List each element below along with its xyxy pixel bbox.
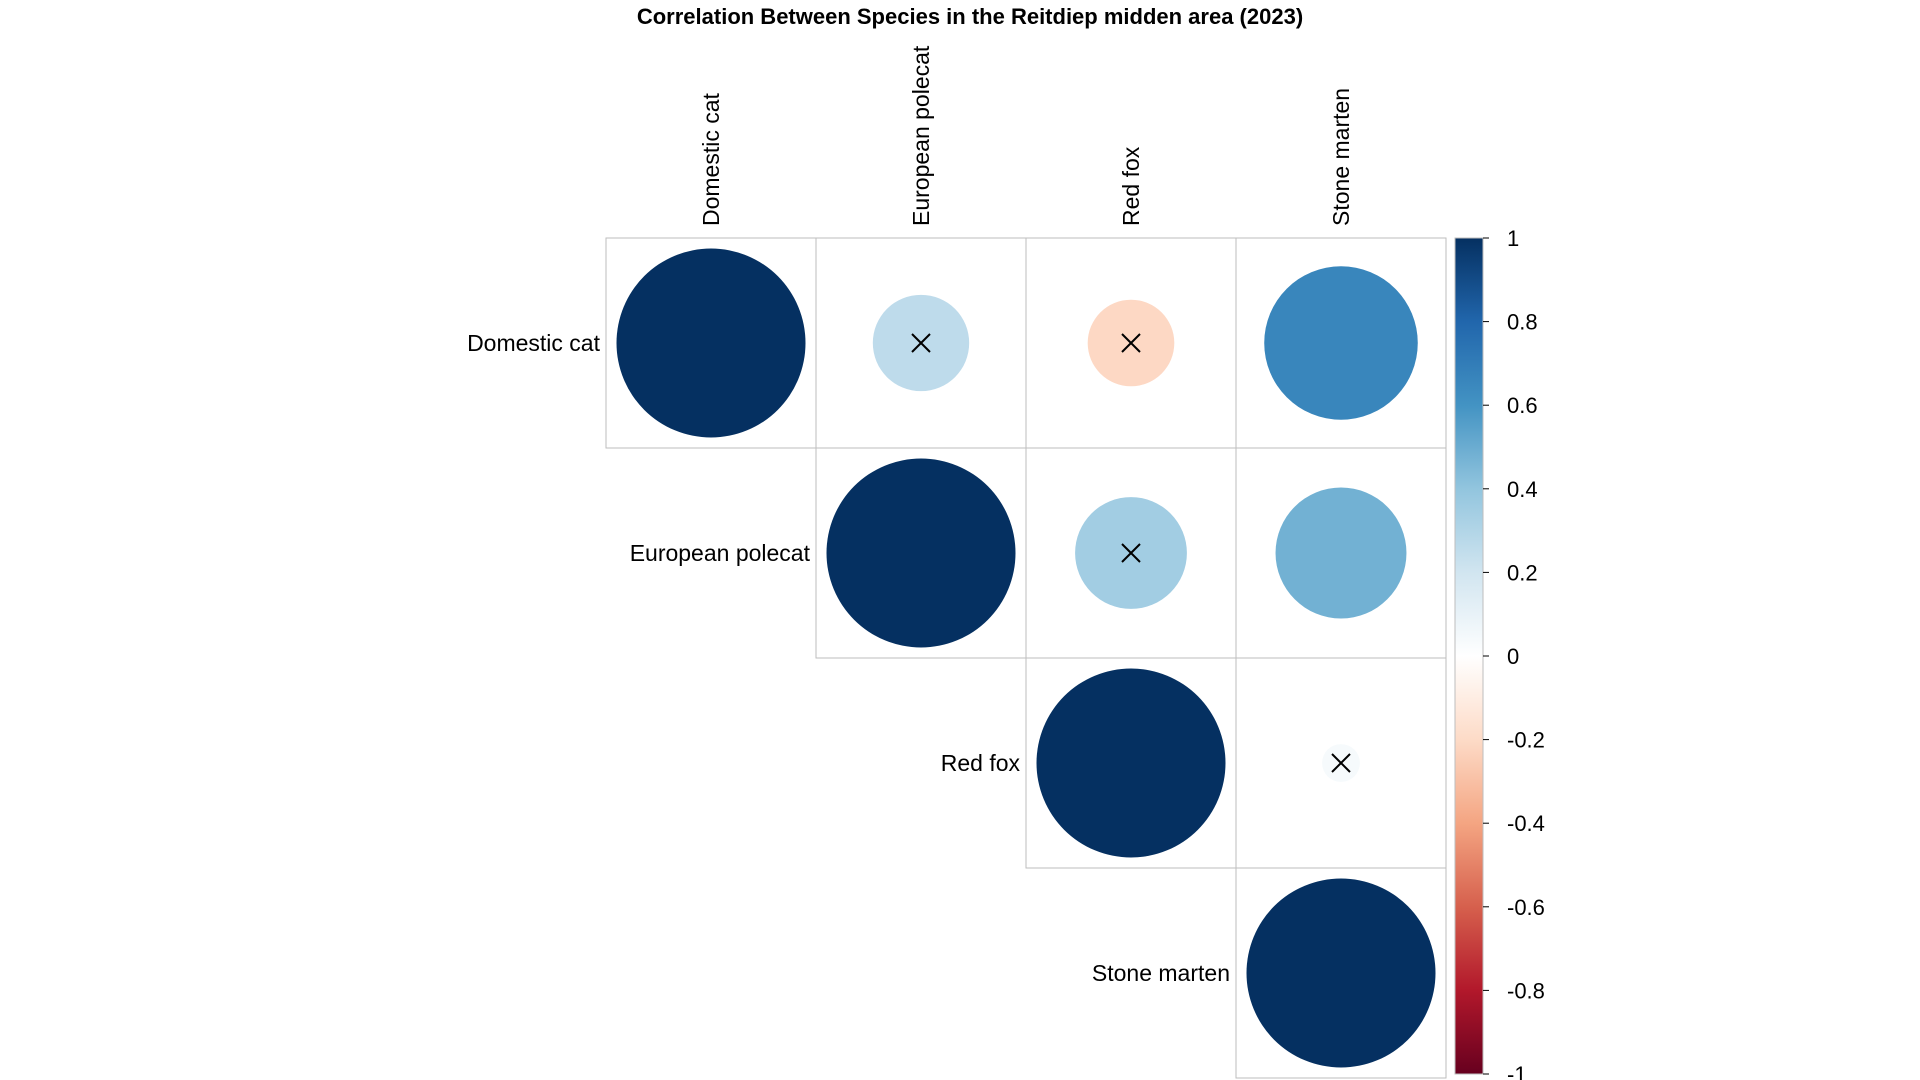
cell-european-polecat-european-polecat	[815, 447, 1027, 659]
insignificant-cross-mark	[911, 333, 931, 353]
colorbar-tick-label: 0.2	[1507, 560, 1538, 585]
row-label-red-fox: Red fox	[941, 750, 1021, 776]
cell-stone-marten-stone-marten	[1235, 867, 1447, 1079]
row-label-stone-marten: Stone marten	[1092, 960, 1230, 986]
cells-layer	[605, 237, 1447, 1079]
row-labels: Domestic cat European polecat Red fox Stone…	[467, 330, 1230, 986]
column-label-european-polecat: European polecat	[908, 45, 934, 226]
cell-red-fox-stone-marten	[1235, 657, 1447, 869]
colorbar-gradient	[1454, 237, 1484, 1075]
insignificant-cross-mark	[1121, 543, 1141, 563]
column-label-stone-marten: Stone marten	[1328, 88, 1354, 226]
correlation-circle	[1275, 487, 1407, 619]
chart-title: Correlation Between Species in the Reitd…	[637, 4, 1303, 29]
colorbar-tick-label: 0.8	[1507, 310, 1538, 335]
row-label-domestic-cat: Domestic cat	[467, 330, 601, 356]
colorbar-tick-label: 1	[1507, 226, 1519, 251]
column-labels: Domestic cat European polecat Red fox Stone…	[698, 45, 1354, 226]
colorbar-tick-label: -0.8	[1507, 978, 1545, 1003]
colorbar: 1 0.8 0.6 0.4 0.2 0 -0.2 -0.4 -0.6 -0.8 -1	[1454, 226, 1545, 1080]
cell-domestic-cat-domestic-cat	[605, 237, 817, 449]
colorbar-tick-label: -0.2	[1507, 728, 1545, 753]
correlation-circle	[616, 248, 806, 438]
correlation-circle	[826, 458, 1016, 648]
colorbar-tick-label: -0.6	[1507, 895, 1545, 920]
column-label-domestic-cat: Domestic cat	[698, 92, 724, 226]
cell-red-fox-red-fox	[1025, 657, 1237, 869]
cell-european-polecat-stone-marten	[1235, 447, 1447, 659]
correlation-circle	[1246, 878, 1436, 1068]
cell-domestic-cat-stone-marten	[1235, 237, 1447, 449]
colorbar-tick-label: -1	[1507, 1062, 1527, 1080]
insignificant-cross-mark	[1121, 333, 1141, 353]
column-label-red-fox: Red fox	[1118, 146, 1144, 226]
correlation-circle	[1264, 266, 1418, 420]
colorbar-ticks: 1 0.8 0.6 0.4 0.2 0 -0.2 -0.4 -0.6 -0.8 -1	[1483, 226, 1545, 1080]
correlation-circle	[1036, 668, 1226, 858]
insignificant-cross-mark	[1331, 753, 1351, 773]
colorbar-tick-label: 0	[1507, 644, 1519, 669]
colorbar-tick-label: 0.4	[1507, 477, 1538, 502]
colorbar-tick-label: 0.6	[1507, 393, 1538, 418]
colorbar-tick-label: -0.4	[1507, 811, 1545, 836]
cell-european-polecat-red-fox	[1025, 447, 1237, 659]
cell-domestic-cat-european-polecat	[815, 237, 1027, 449]
cell-domestic-cat-red-fox	[1025, 237, 1237, 449]
row-label-european-polecat: European polecat	[630, 540, 811, 566]
cell-border	[1235, 867, 1447, 1079]
